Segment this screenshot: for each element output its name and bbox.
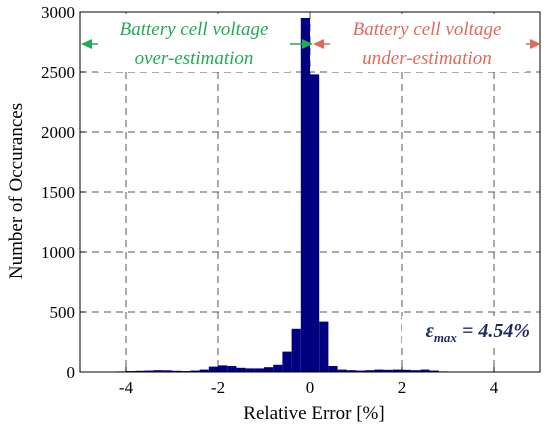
histogram-bar: [383, 369, 393, 372]
histogram-bar: [282, 351, 292, 372]
max-error-value: = 4.54%: [457, 320, 530, 342]
over-estimation-label-line1: Battery cell voltage: [120, 19, 269, 40]
histogram-bar: [236, 367, 246, 372]
histogram-bar: [429, 370, 439, 372]
under-estimation-arrowhead-left: [313, 39, 324, 49]
histogram-bar: [273, 364, 283, 372]
histogram-bar: [310, 74, 320, 373]
max-error-subscript: max: [434, 330, 458, 345]
histogram-bar: [402, 369, 412, 372]
histogram-bar: [254, 368, 264, 372]
under-estimation-annotation: Battery cell voltage under-estimation: [313, 14, 541, 72]
y-tick-label: 2000: [41, 123, 75, 142]
x-tick-label: -2: [211, 378, 225, 397]
histogram-bar: [190, 370, 200, 372]
under-estimation-label-line2: under-estimation: [362, 48, 491, 69]
y-tick-label: 500: [50, 303, 76, 322]
histogram-bar: [319, 321, 329, 372]
x-tick-label: 4: [490, 378, 499, 397]
histogram-bar: [264, 367, 274, 372]
y-tick-label: 1500: [41, 183, 75, 202]
max-error-bg: [402, 316, 534, 344]
x-tick-label: 0: [306, 378, 315, 397]
over-estimation-label-line2: over-estimation: [135, 48, 254, 69]
y-tick-label: 3000: [41, 3, 75, 22]
axis-ticks: -4 -2 0 2 4 0 500 1000 1500 2000 2500 3000: [41, 3, 499, 397]
histogram-bar: [411, 370, 421, 372]
max-error-label: εmax = 4.54%: [426, 320, 530, 345]
histogram-bar: [172, 370, 182, 372]
histogram-bar: [208, 366, 218, 372]
histogram-bar: [365, 370, 375, 372]
x-tick-label: 2: [398, 378, 407, 397]
max-error-annotation: εmax = 4.54%: [402, 316, 534, 345]
histogram-bar: [328, 366, 338, 372]
histogram-bar: [346, 370, 356, 372]
histogram-bar: [227, 366, 237, 372]
y-tick-label: 1000: [41, 243, 75, 262]
over-estimation-label-bg: [98, 14, 290, 72]
x-tick-label: -4: [119, 378, 134, 397]
x-axis-label: Relative Error [%]: [243, 403, 384, 424]
histogram-bar: [291, 328, 301, 372]
over-estimation-arrowhead-right: [302, 39, 313, 49]
histogram-bar: [420, 369, 430, 372]
under-estimation-label-line1: Battery cell voltage: [353, 19, 502, 40]
y-axis-label: Number of Occurances: [6, 103, 27, 279]
over-estimation-arrowhead-left: [81, 39, 92, 49]
under-estimation-arrowhead-right: [530, 39, 541, 49]
over-estimation-annotation: Battery cell voltage over-estimation: [81, 14, 313, 72]
histogram-bar: [218, 365, 228, 372]
histogram-bar: [135, 370, 145, 372]
y-tick-label: 0: [67, 363, 76, 382]
histogram-bar: [245, 368, 255, 372]
histogram-bar: [162, 370, 172, 372]
histogram-bar: [153, 370, 163, 372]
histogram-bar: [374, 369, 384, 372]
histogram-bar: [144, 370, 154, 372]
histogram-bar: [337, 369, 347, 372]
under-estimation-label-bg: [330, 14, 526, 72]
histogram-bar: [356, 370, 366, 372]
histogram-bar: [392, 369, 402, 372]
histogram-bar: [199, 369, 209, 372]
max-error-symbol: ε: [426, 320, 435, 342]
histogram-bar: [300, 18, 310, 372]
y-tick-label: 2500: [41, 63, 75, 82]
